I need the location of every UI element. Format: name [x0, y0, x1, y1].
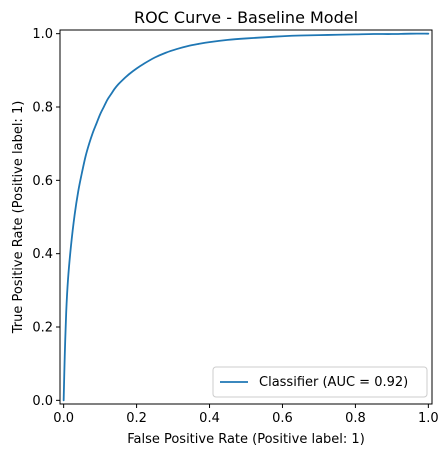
x-ticks: 0.0 0.2 0.4 0.6 0.8 1.0 [53, 404, 439, 426]
legend: Classifier (AUC = 0.92) [212, 366, 428, 398]
x-tick-label: 0.2 [126, 411, 147, 426]
chart-title: ROC Curve - Baseline Model [134, 8, 358, 27]
x-tick-label: 0.0 [53, 411, 74, 426]
y-tick-label: 0.0 [32, 394, 53, 409]
legend-entry: Classifier (AUC = 0.92) [259, 375, 408, 390]
roc-curve-line [62, 32, 430, 402]
y-tick-label: 1.0 [32, 27, 53, 42]
y-tick-label: 0.2 [32, 321, 53, 336]
x-axis-label: False Positive Rate (Positive label: 1) [127, 432, 365, 447]
x-tick-label: 0.4 [199, 411, 220, 426]
plot-frame [59, 29, 433, 405]
y-tick-label: 0.4 [32, 247, 53, 262]
y-axis-label: True Positive Rate (Positive label: 1) [11, 101, 26, 335]
y-tick-label: 0.8 [32, 101, 53, 116]
y-ticks: 0.0 0.2 0.4 0.6 0.8 1.0 [32, 27, 60, 409]
x-tick-label: 0.8 [345, 411, 366, 426]
legend-box [212, 366, 428, 398]
x-tick-label: 0.6 [272, 411, 293, 426]
y-tick-label: 0.6 [32, 174, 53, 189]
x-tick-label: 1.0 [418, 411, 439, 426]
